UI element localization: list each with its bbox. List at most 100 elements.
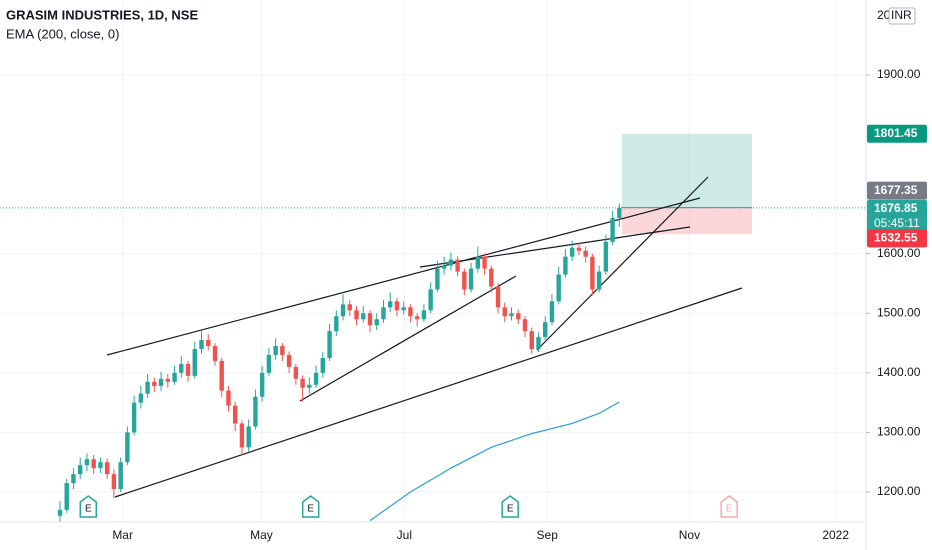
candle-body bbox=[219, 360, 224, 391]
candle-body bbox=[536, 337, 541, 350]
candle-body bbox=[313, 372, 319, 385]
trendline bbox=[299, 275, 517, 402]
candle-body bbox=[226, 390, 231, 406]
candle-body bbox=[394, 301, 400, 311]
candle-body bbox=[428, 289, 433, 311]
candle-body bbox=[280, 346, 285, 355]
candle-body bbox=[212, 346, 218, 361]
position-zones bbox=[0, 133, 866, 235]
candle-body bbox=[172, 372, 177, 382]
candle-body bbox=[165, 378, 171, 382]
ema-line bbox=[369, 401, 620, 522]
candle-body bbox=[57, 509, 63, 516]
earnings-marker bbox=[501, 495, 519, 518]
earnings-label: E bbox=[307, 504, 314, 515]
entry-tag-bg bbox=[867, 181, 927, 200]
trendline bbox=[114, 287, 743, 498]
candle-body bbox=[556, 274, 561, 302]
candle-body bbox=[84, 459, 90, 466]
candle-body bbox=[320, 357, 326, 373]
currency-badge bbox=[888, 7, 916, 25]
x-tick-label: 2022 bbox=[822, 528, 849, 542]
earnings-label: E bbox=[85, 504, 92, 515]
candle-body bbox=[374, 319, 379, 326]
last-price-tag-bg bbox=[867, 199, 927, 232]
y-tick-label: 1900.00 bbox=[877, 67, 921, 81]
candle-body bbox=[239, 423, 245, 448]
last-price-tag: 1676.85 bbox=[874, 201, 918, 215]
candle-body bbox=[340, 304, 346, 317]
candle-body bbox=[293, 366, 299, 379]
candle-body bbox=[543, 322, 548, 338]
candle-body bbox=[77, 465, 83, 475]
candle-body bbox=[441, 265, 447, 269]
candle-body bbox=[408, 307, 413, 317]
candle-body bbox=[448, 259, 454, 266]
candle-body bbox=[138, 393, 144, 403]
trendlines bbox=[106, 176, 743, 498]
y-tick-label-partial: 20 bbox=[877, 8, 891, 22]
candle-body bbox=[468, 268, 474, 290]
x-tick-label: Sep bbox=[537, 528, 559, 542]
candle-body bbox=[152, 381, 157, 386]
candle-body bbox=[414, 316, 420, 320]
candle-body bbox=[388, 301, 393, 308]
candle-body bbox=[435, 268, 440, 290]
x-tick-label: Jul bbox=[397, 528, 412, 542]
candle-body bbox=[381, 307, 386, 320]
target-tag: 1801.45 bbox=[874, 126, 918, 140]
candle-body bbox=[206, 340, 211, 347]
candle-body bbox=[300, 378, 305, 388]
candle-body bbox=[259, 372, 265, 397]
candle-body bbox=[516, 313, 521, 320]
x-tick-label: Nov bbox=[679, 528, 700, 542]
candle-body bbox=[617, 207, 622, 218]
candle-body bbox=[361, 313, 366, 320]
candle-body bbox=[233, 405, 238, 424]
candle-body bbox=[111, 474, 117, 490]
candle-body bbox=[610, 217, 615, 242]
candle-body bbox=[104, 462, 110, 475]
candle-body bbox=[307, 384, 312, 388]
candles bbox=[57, 203, 622, 522]
candle-body bbox=[482, 256, 487, 269]
candle-body bbox=[64, 483, 69, 510]
candle-body bbox=[522, 319, 528, 332]
trendline bbox=[419, 226, 691, 268]
candle-body bbox=[131, 402, 137, 433]
trendline bbox=[536, 176, 709, 351]
candle-body bbox=[98, 462, 103, 469]
chart-title: GRASIM INDUSTRIES, 1D, NSE bbox=[6, 7, 198, 22]
candle-body bbox=[125, 432, 130, 463]
candle-body bbox=[327, 331, 332, 358]
candle-body bbox=[91, 459, 96, 469]
candle-body bbox=[583, 250, 588, 257]
y-tick-label: 1500.00 bbox=[877, 305, 921, 319]
candle-body bbox=[199, 340, 204, 350]
x-tick-label: May bbox=[250, 528, 273, 542]
candle-body bbox=[118, 462, 123, 490]
candle-body bbox=[253, 396, 258, 427]
candle-body bbox=[401, 307, 406, 311]
candle-body bbox=[509, 313, 514, 317]
candle-body bbox=[71, 474, 76, 484]
candle-body bbox=[347, 304, 352, 311]
candle-body bbox=[421, 310, 427, 320]
candle-body bbox=[354, 310, 359, 320]
earnings-marker bbox=[79, 495, 98, 518]
x-tick-label: Mar bbox=[112, 528, 133, 542]
candle-body bbox=[596, 271, 602, 290]
stop-zone bbox=[622, 207, 752, 235]
stop-tag: 1632.55 bbox=[874, 230, 918, 244]
indicator-legend: EMA (200, close, 0) bbox=[6, 26, 119, 41]
candle-body bbox=[266, 354, 272, 373]
candle-body bbox=[286, 354, 292, 367]
candle-body bbox=[563, 256, 568, 275]
candle-body bbox=[334, 316, 339, 332]
candle-body bbox=[576, 247, 582, 251]
y-tick-label: 1400.00 bbox=[877, 365, 921, 379]
candle-body bbox=[273, 346, 278, 355]
candle-body bbox=[179, 363, 184, 373]
